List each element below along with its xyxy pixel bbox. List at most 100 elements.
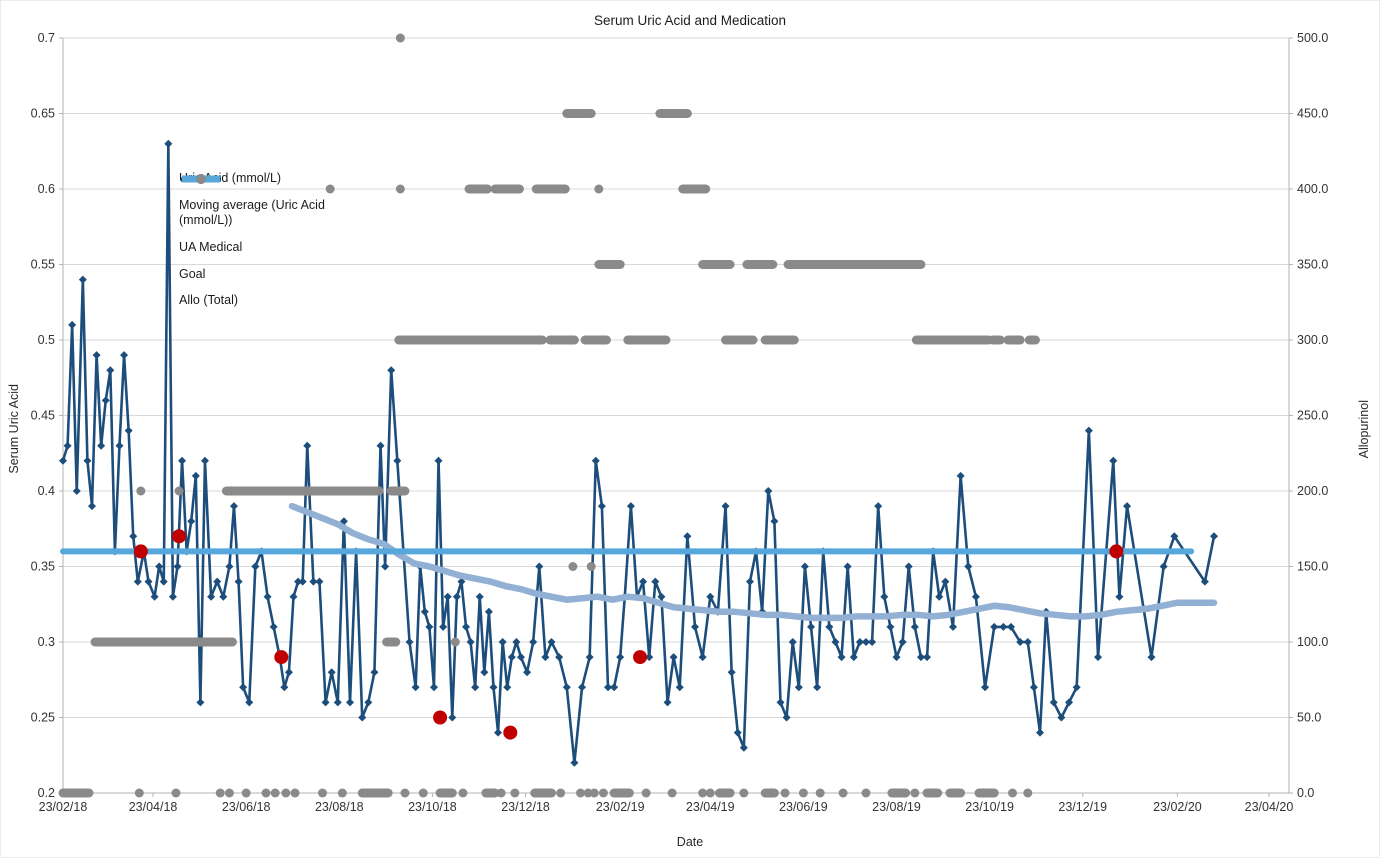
uric-acid-marker xyxy=(239,683,248,692)
right-tick-label: 50.0 xyxy=(1297,711,1321,725)
uric-acid-marker xyxy=(503,683,512,692)
uric-acid-marker xyxy=(225,562,234,571)
allo-dose-dot xyxy=(586,562,596,571)
uric-acid-marker xyxy=(101,396,110,405)
uric-acid-marker xyxy=(1036,728,1045,737)
uric-acid-marker xyxy=(59,456,67,465)
uric-acid-marker xyxy=(429,683,438,692)
uric-acid-marker xyxy=(990,622,999,631)
uric-acid-marker xyxy=(178,456,187,465)
uric-acid-marker xyxy=(813,683,822,692)
uric-acid-marker xyxy=(471,683,480,692)
uric-acid-marker xyxy=(776,698,785,707)
uric-acid-marker xyxy=(874,502,883,511)
right-tick-label: 400.0 xyxy=(1297,182,1328,196)
uric-acid-marker xyxy=(207,592,216,601)
uric-acid-marker xyxy=(898,638,907,646)
allo-dose-dot xyxy=(318,788,328,798)
uric-acid-marker xyxy=(245,698,254,707)
uric-acid-marker xyxy=(159,577,168,586)
uric-acid-marker xyxy=(645,653,654,662)
uric-acid-marker xyxy=(439,622,448,631)
uric-acid-marker xyxy=(541,653,550,662)
uric-acid-marker xyxy=(603,683,612,692)
uric-acid-marker xyxy=(837,653,846,662)
legend-label: Moving average (Uric Acid (mmol/L)) xyxy=(179,197,325,228)
uric-acid-marker xyxy=(956,471,965,480)
uric-acid-marker xyxy=(1115,592,1124,601)
allo-dose-dot xyxy=(1008,788,1018,798)
ua-medical-dot xyxy=(133,544,148,559)
allo-dose-dot xyxy=(496,788,506,798)
uric-acid-marker xyxy=(63,441,72,450)
uric-acid-marker xyxy=(616,653,625,662)
uric-acid-marker xyxy=(570,758,579,767)
uric-acid-marker xyxy=(443,592,452,601)
uric-acid-marker xyxy=(683,532,692,541)
uric-acid-marker xyxy=(327,668,336,677)
left-tick-label: 0.55 xyxy=(31,258,55,272)
x-tick-label: 23/06/18 xyxy=(222,800,271,814)
uric-acid-marker xyxy=(376,441,385,450)
uric-acid-marker xyxy=(745,577,754,586)
uric-acid-marker xyxy=(597,502,606,511)
uric-acid-marker xyxy=(298,577,307,586)
uric-acid-marker xyxy=(516,653,525,662)
left-tick-label: 0.45 xyxy=(31,409,55,423)
uric-acid-marker xyxy=(585,653,594,662)
allo-dose-dot xyxy=(395,33,405,43)
uric-acid-marker xyxy=(861,638,870,646)
uric-acid-marker xyxy=(393,456,402,465)
right-tick-label: 350.0 xyxy=(1297,258,1328,272)
allo-dose-dot xyxy=(739,788,749,798)
uric-acid-marker xyxy=(825,622,834,631)
x-tick-label: 23/08/19 xyxy=(872,800,921,814)
uric-acid-marker xyxy=(948,622,957,631)
uric-acid-marker xyxy=(191,471,200,480)
uric-acid-marker xyxy=(904,562,913,571)
chart-title: Serum Uric Acid and Medication xyxy=(593,13,787,28)
uric-acid-marker xyxy=(448,713,457,722)
left-tick-label: 0.3 xyxy=(38,635,55,649)
right-tick-label: 0.0 xyxy=(1297,786,1314,800)
uric-acid-marker xyxy=(321,698,330,707)
uric-acid-marker xyxy=(807,622,816,631)
uric-acid-marker xyxy=(494,728,503,737)
uric-acid-marker xyxy=(1170,532,1179,541)
x-tick-label: 23/02/18 xyxy=(39,800,88,814)
uric-acid-marker xyxy=(669,653,678,662)
legend-label: Allo (Total) xyxy=(179,293,239,308)
uric-acid-marker xyxy=(68,320,77,329)
uric-acid-marker xyxy=(420,607,429,616)
allo-dose-dot xyxy=(667,788,677,798)
uric-acid-marker xyxy=(480,668,489,677)
allo-dose-dot xyxy=(261,788,271,798)
legend: Uric Acid (mmol/L) Moving average (Uric A… xyxy=(179,171,347,309)
uric-acid-marker xyxy=(651,577,660,586)
allo-dose-dot xyxy=(134,788,144,798)
uric-acid-marker xyxy=(434,456,443,465)
allo-dose-dot xyxy=(594,184,604,194)
left-tick-label: 0.2 xyxy=(38,786,55,800)
uric-acid-marker xyxy=(941,577,950,586)
uric-acid-marker xyxy=(971,592,980,601)
allo-dose-dot xyxy=(598,788,608,798)
uric-acid-marker xyxy=(547,638,556,646)
uric-acid-marker xyxy=(489,683,498,692)
uric-acid-marker xyxy=(133,577,142,586)
uric-acid-marker xyxy=(83,456,92,465)
x-tick-label: 23/12/19 xyxy=(1058,800,1107,814)
uric-acid-marker xyxy=(144,577,153,586)
uric-acid-marker xyxy=(115,441,124,450)
uric-acid-marker xyxy=(578,683,587,692)
left-tick-label: 0.7 xyxy=(38,31,55,45)
moving-average-line xyxy=(288,502,1218,622)
uric-acid-marker xyxy=(498,638,507,646)
uric-acid-marker xyxy=(691,622,700,631)
allo-dose-dot xyxy=(568,562,578,571)
uric-acid-marker xyxy=(1049,698,1058,707)
allo-dose-dot xyxy=(215,788,225,798)
uric-acid-marker xyxy=(106,366,115,375)
uric-acid-marker xyxy=(200,456,209,465)
uric-acid-marker xyxy=(168,592,177,601)
